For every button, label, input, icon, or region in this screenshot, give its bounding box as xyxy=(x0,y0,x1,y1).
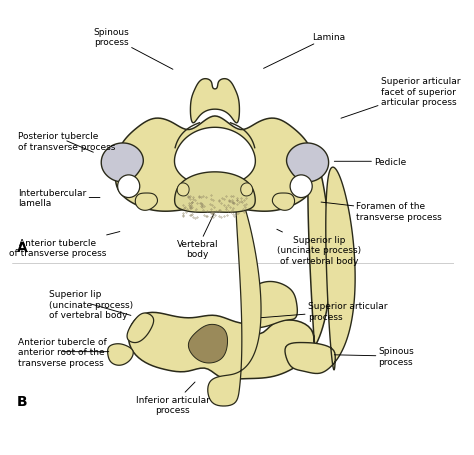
Text: B: B xyxy=(17,394,27,408)
Circle shape xyxy=(290,176,312,198)
Polygon shape xyxy=(188,325,228,363)
Text: Lamina: Lamina xyxy=(264,33,346,69)
Text: Foramen of the
transverse process: Foramen of the transverse process xyxy=(321,202,442,221)
Polygon shape xyxy=(174,172,255,213)
Polygon shape xyxy=(101,144,143,182)
Polygon shape xyxy=(177,183,189,197)
Text: Vertebral
body: Vertebral body xyxy=(176,214,218,259)
Text: Posterior tubercle
of transverse process: Posterior tubercle of transverse process xyxy=(18,132,116,153)
Polygon shape xyxy=(273,193,294,211)
Polygon shape xyxy=(174,128,255,185)
Text: Spinous
process: Spinous process xyxy=(93,28,173,70)
Text: A: A xyxy=(17,241,27,255)
Polygon shape xyxy=(208,192,261,406)
Polygon shape xyxy=(246,282,297,328)
Polygon shape xyxy=(287,144,328,182)
Polygon shape xyxy=(191,80,239,124)
Polygon shape xyxy=(285,168,355,374)
Polygon shape xyxy=(115,116,315,212)
Text: Superior articular
facet of superior
articular process: Superior articular facet of superior art… xyxy=(341,77,460,119)
Polygon shape xyxy=(127,313,154,343)
Circle shape xyxy=(118,176,140,198)
Text: Anterior tubercle
of transverse process: Anterior tubercle of transverse process xyxy=(9,232,120,258)
Text: Anterior tubercle of
anterior root of the
transverse process: Anterior tubercle of anterior root of th… xyxy=(18,337,109,367)
Polygon shape xyxy=(108,344,133,365)
Polygon shape xyxy=(241,183,253,197)
Text: Superior lip
(uncinate process)
of vertebral body: Superior lip (uncinate process) of verte… xyxy=(49,289,133,319)
Polygon shape xyxy=(128,154,330,379)
Polygon shape xyxy=(135,193,157,211)
Text: Pedicle: Pedicle xyxy=(334,157,406,167)
Text: Superior articular
process: Superior articular process xyxy=(261,302,387,321)
Text: Intertubercular
lamella: Intertubercular lamella xyxy=(18,188,100,208)
Text: Spinous
process: Spinous process xyxy=(334,347,414,366)
Text: Inferior articular
process: Inferior articular process xyxy=(136,382,210,415)
Text: Superior lip
(uncinate process)
of vertebral body: Superior lip (uncinate process) of verte… xyxy=(277,230,361,265)
